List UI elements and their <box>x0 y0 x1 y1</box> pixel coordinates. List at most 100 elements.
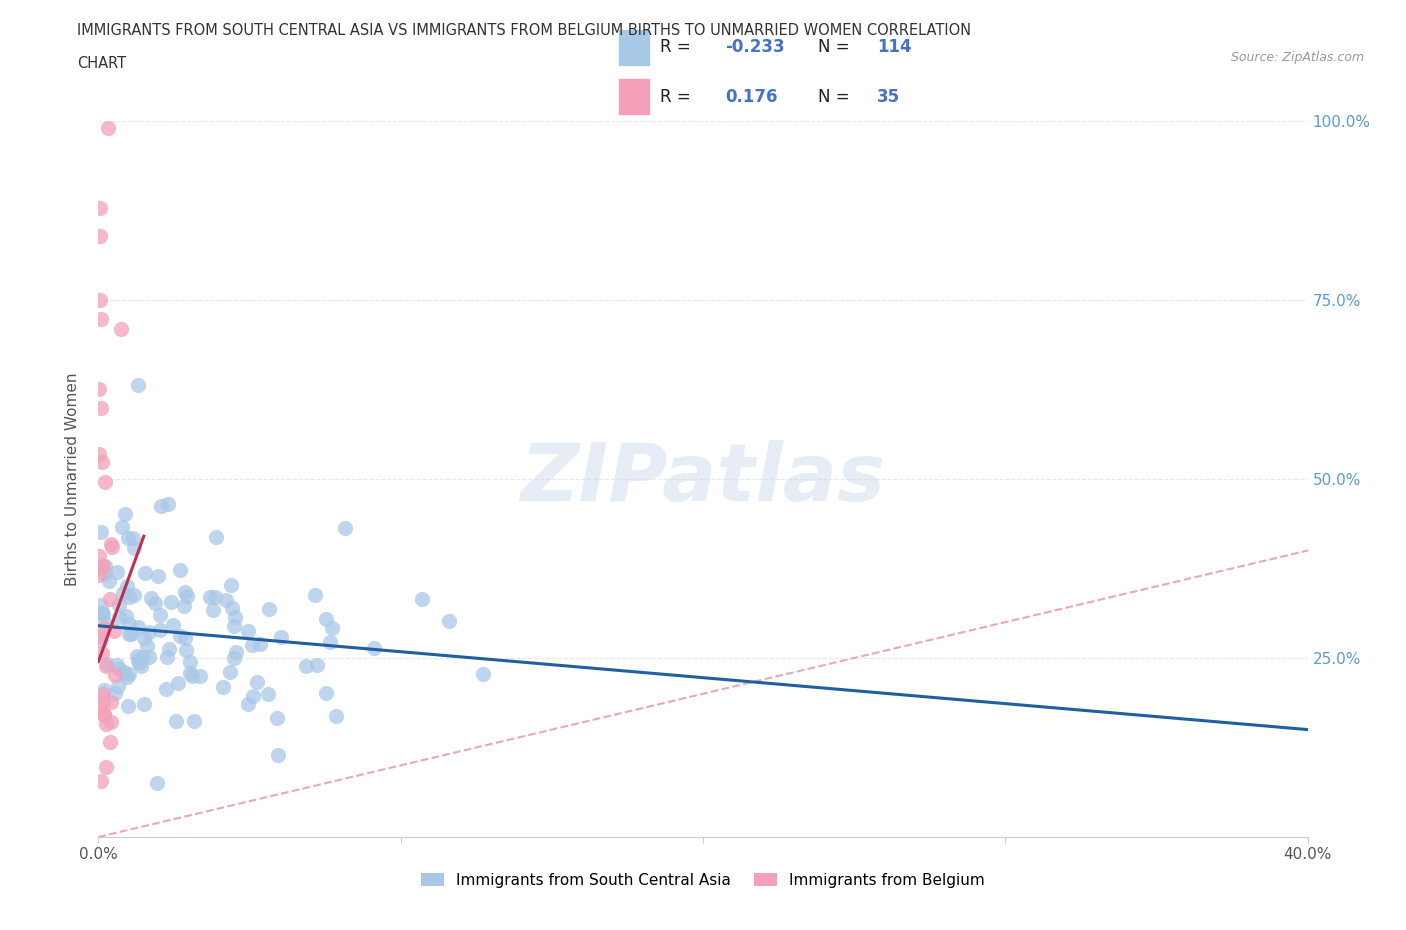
Point <box>224 610 246 625</box>
Point <box>162 618 184 632</box>
Point <box>101 539 124 554</box>
Point <box>179 655 201 670</box>
Point <box>215 593 238 608</box>
Point <box>333 521 356 536</box>
Point <box>201 603 224 618</box>
Point <box>325 709 347 724</box>
Point <box>94 616 117 631</box>
Point <box>96 657 118 671</box>
Point <box>100 715 122 730</box>
Point <box>93 707 115 722</box>
Point <box>128 656 150 671</box>
Point <box>363 641 385 656</box>
Point <box>249 636 271 651</box>
Point <box>117 530 139 545</box>
Point <box>267 748 290 763</box>
Point <box>236 697 259 711</box>
Point <box>205 530 228 545</box>
Point <box>89 201 111 216</box>
Point <box>156 497 179 512</box>
Point <box>104 668 127 683</box>
Point <box>211 680 233 695</box>
Point <box>87 701 110 716</box>
Point <box>240 638 263 653</box>
Point <box>134 631 156 645</box>
Point <box>93 683 115 698</box>
Point <box>295 658 318 673</box>
Point <box>127 378 149 392</box>
Point <box>169 563 191 578</box>
Point <box>127 619 149 634</box>
Point <box>114 608 136 623</box>
Point <box>93 708 115 723</box>
Point <box>89 292 111 307</box>
Point <box>90 605 112 620</box>
Point <box>146 776 169 790</box>
Point <box>315 612 337 627</box>
Point <box>129 658 152 673</box>
Point <box>315 685 337 700</box>
Point <box>90 598 112 613</box>
Point <box>90 401 112 416</box>
Point <box>270 630 292 644</box>
Point <box>138 649 160 664</box>
Point <box>90 774 112 789</box>
Point <box>155 682 177 697</box>
Point <box>87 381 110 396</box>
Text: N =: N = <box>818 38 849 57</box>
Point <box>108 597 131 612</box>
Point <box>107 661 129 676</box>
Point <box>105 658 128 672</box>
Point <box>100 537 122 551</box>
Point <box>318 635 340 650</box>
Point <box>148 568 170 583</box>
Point <box>134 697 156 711</box>
Text: 35: 35 <box>877 87 900 106</box>
Point <box>131 649 153 664</box>
Point <box>259 602 281 617</box>
Point <box>97 574 120 589</box>
Point <box>90 525 112 539</box>
Point <box>143 595 166 610</box>
Point <box>181 669 204 684</box>
Text: R =: R = <box>659 87 690 106</box>
Point <box>411 591 433 606</box>
Point <box>225 644 247 659</box>
Point <box>93 559 115 574</box>
Point <box>165 714 187 729</box>
Point <box>90 632 112 647</box>
Point <box>256 687 278 702</box>
Point <box>238 624 260 639</box>
Text: R =: R = <box>659 38 690 57</box>
Point <box>117 670 139 684</box>
Point <box>94 658 117 673</box>
Point <box>173 598 195 613</box>
Text: N =: N = <box>818 87 849 106</box>
Point <box>87 549 110 564</box>
Bar <box>619 30 650 66</box>
Point <box>94 760 117 775</box>
Point <box>173 584 195 599</box>
Point <box>110 520 132 535</box>
Point <box>90 455 112 470</box>
Point <box>115 578 138 593</box>
Point <box>149 623 172 638</box>
Point <box>157 641 180 656</box>
Point <box>108 609 131 624</box>
Point <box>174 631 197 645</box>
Point <box>100 695 122 710</box>
Point <box>224 618 246 633</box>
Point <box>107 679 129 694</box>
Point <box>139 591 162 605</box>
Point <box>472 667 495 682</box>
Point <box>169 629 191 644</box>
Point <box>304 588 326 603</box>
Point <box>176 589 198 604</box>
Point <box>246 674 269 689</box>
Point <box>222 650 245 665</box>
Point <box>103 624 125 639</box>
Point <box>174 643 197 658</box>
Text: ZIPatlas: ZIPatlas <box>520 440 886 518</box>
Point <box>112 665 135 680</box>
Text: -0.233: -0.233 <box>725 38 785 57</box>
